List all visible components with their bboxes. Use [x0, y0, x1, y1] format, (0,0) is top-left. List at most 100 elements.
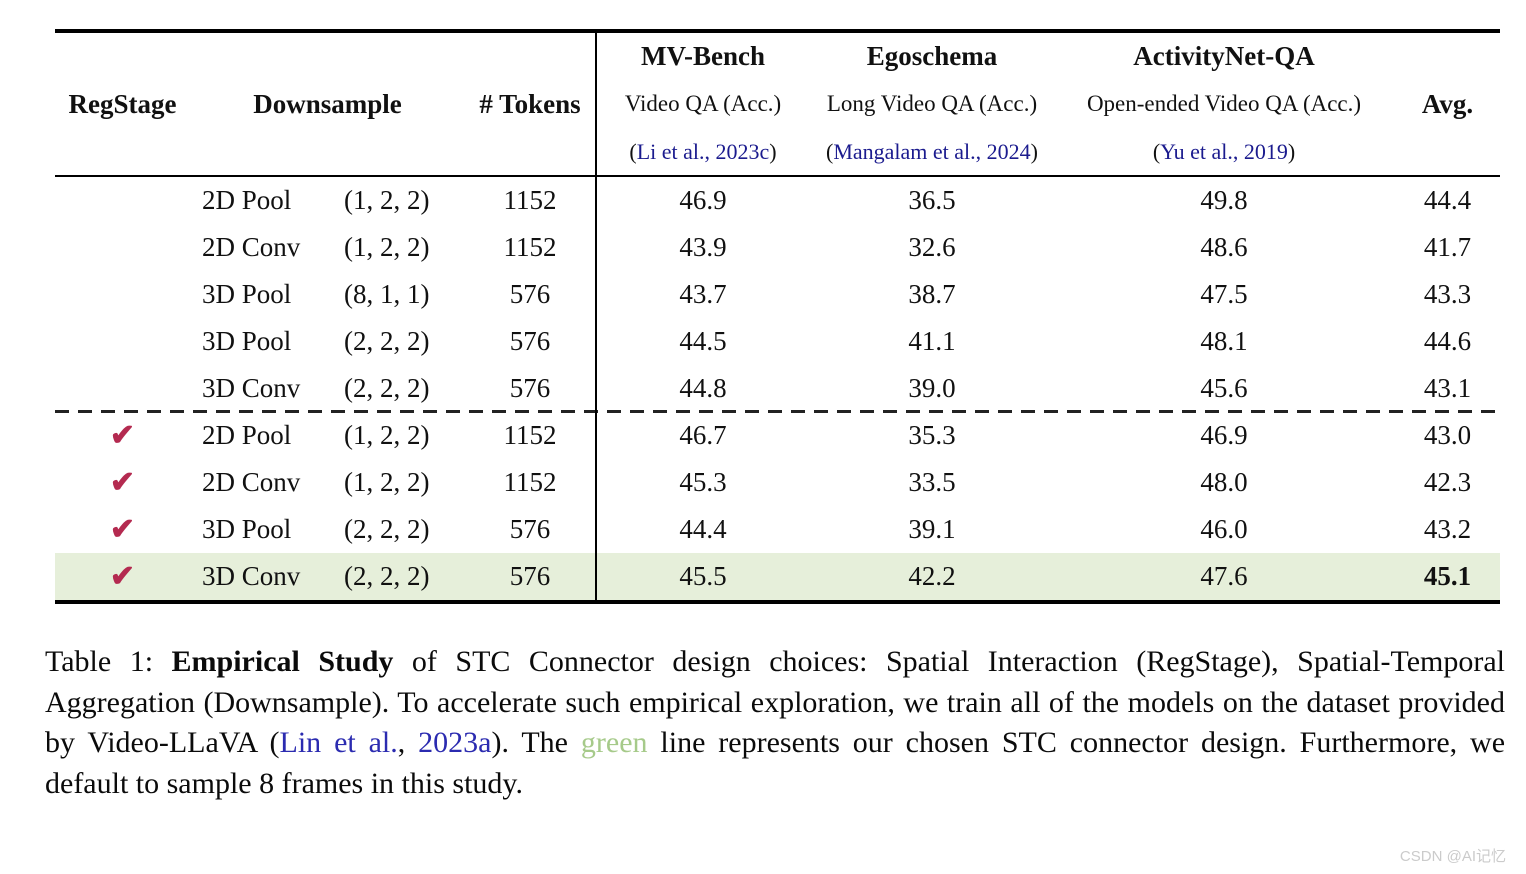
downsample-tuple-cell: (1, 2, 2) — [344, 232, 430, 262]
table-row: 2D Pool (1, 2, 2) 1152 46.9 36.5 49.8 44.4 — [55, 177, 1500, 224]
table-caption: Table 1: Empirical Study of STC Connecto… — [45, 642, 1505, 804]
table-row: 3D Pool (8, 1, 1) 576 43.7 38.7 47.5 43.3 — [55, 271, 1500, 318]
egoschema-score-cell: 38.7 — [908, 279, 956, 309]
header-egoschema-subtitle: Long Video QA (Acc.) — [826, 91, 1038, 116]
activitynet-citation-link[interactable]: Yu et al., 2019 — [1160, 138, 1288, 164]
mvbench-score-cell: 45.3 — [679, 467, 727, 497]
paren-open: ( — [1152, 138, 1161, 164]
downsample-method-cell: 3D Pool — [202, 326, 292, 356]
table-row: ✔ 3D Conv (2, 2, 2) 576 45.5 42.2 47.6 45.1 — [55, 553, 1500, 600]
regstage-checkmark-icon: ✔ — [109, 512, 136, 546]
avg-score-cell: 43.3 — [1423, 279, 1472, 309]
header-mvbench-subtitle: Video QA (Acc.) — [624, 91, 782, 116]
avg-score-cell: 43.0 — [1423, 420, 1472, 450]
table-row: 2D Conv (1, 2, 2) 1152 43.9 32.6 48.6 41.7 — [55, 224, 1500, 271]
table-row: ✔ 2D Conv (1, 2, 2) 1152 45.3 33.5 48.0 42.3 — [55, 459, 1500, 506]
avg-score-cell: 41.7 — [1423, 232, 1472, 262]
mvbench-score-cell: 46.9 — [679, 185, 727, 215]
activitynet-score-cell: 46.9 — [1200, 420, 1248, 450]
downsample-tuple-cell: (2, 2, 2) — [344, 561, 430, 591]
header-mvbench: MV-Bench — [641, 41, 765, 71]
tokens-cell: 576 — [509, 326, 551, 356]
egoschema-score-cell: 32.6 — [908, 232, 956, 262]
activitynet-score-cell: 47.6 — [1200, 561, 1248, 591]
header-activitynet-citation: (Yu et al., 2019) — [1053, 128, 1395, 175]
downsample-tuple-cell: (2, 2, 2) — [344, 514, 430, 544]
downsample-method-cell: 3D Conv — [202, 561, 301, 591]
egoschema-score-cell: 42.2 — [908, 561, 956, 591]
header-egoschema-citation: (Mangalam et al., 2024) — [811, 128, 1053, 175]
caption-citation-link[interactable]: 2023a — [418, 726, 492, 759]
header-regstage: RegStage — [68, 88, 177, 119]
table-row: 3D Conv (2, 2, 2) 576 44.8 39.0 45.6 43.1 — [55, 365, 1500, 412]
header-downsample: Downsample — [253, 88, 402, 119]
regstage-checkmark-icon: ✔ — [109, 465, 136, 499]
activitynet-score-cell: 49.8 — [1200, 185, 1248, 215]
header-tokens: # Tokens — [479, 88, 581, 119]
downsample-method-cell: 3D Conv — [202, 373, 301, 403]
mvbench-score-cell: 43.7 — [679, 279, 727, 309]
tokens-cell: 1152 — [503, 467, 557, 497]
activitynet-score-cell: 48.0 — [1200, 467, 1248, 497]
table-header: RegStage Downsample # Tokens Avg. MV-Ben… — [55, 33, 1500, 177]
avg-score-cell: 42.3 — [1423, 467, 1472, 497]
downsample-method-cell: 3D Pool — [202, 514, 292, 544]
activitynet-score-cell: 48.1 — [1200, 326, 1248, 356]
header-mvbench-citation: (Li et al., 2023c) — [595, 128, 811, 175]
mvbench-citation-link[interactable]: Li et al., 2023c — [636, 138, 770, 164]
table-row: 3D Pool (2, 2, 2) 576 44.5 41.1 48.1 44.6 — [55, 318, 1500, 365]
caption-text-segment: , — [397, 726, 419, 759]
paren-close: ) — [1287, 138, 1296, 164]
downsample-tuple-cell: (2, 2, 2) — [344, 326, 430, 356]
activitynet-score-cell: 46.0 — [1200, 514, 1248, 544]
mvbench-score-cell: 43.9 — [679, 232, 727, 262]
table-vertical-rule — [595, 33, 597, 600]
table-row: ✔ 3D Pool (2, 2, 2) 576 44.4 39.1 46.0 43.2 — [55, 506, 1500, 553]
tokens-cell: 576 — [509, 373, 551, 403]
caption-text-segment: Table 1: — [45, 645, 172, 678]
egoschema-citation-link[interactable]: Mangalam et al., 2024 — [833, 138, 1031, 164]
avg-score-cell: 43.2 — [1423, 514, 1472, 544]
avg-score-cell: 44.4 — [1423, 185, 1472, 215]
avg-score-cell: 45.1 — [1423, 561, 1472, 591]
tokens-cell: 576 — [509, 279, 551, 309]
tokens-cell: 1152 — [503, 185, 557, 215]
tokens-cell: 1152 — [503, 420, 557, 450]
downsample-method-cell: 2D Conv — [202, 467, 301, 497]
paren-open: ( — [629, 138, 637, 164]
mvbench-score-cell: 44.5 — [679, 326, 727, 356]
header-activitynet-subtitle: Open-ended Video QA (Acc.) — [1086, 91, 1362, 116]
tokens-cell: 576 — [509, 561, 551, 591]
downsample-tuple-cell: (1, 2, 2) — [344, 185, 430, 215]
egoschema-score-cell: 35.3 — [908, 420, 956, 450]
regstage-checkmark-icon: ✔ — [109, 418, 136, 452]
tokens-cell: 1152 — [503, 232, 557, 262]
caption-text-segment: Empirical Study — [171, 645, 394, 678]
paren-close: ) — [769, 138, 777, 164]
caption-citation-link[interactable]: Lin et al. — [279, 726, 398, 759]
downsample-method-cell: 3D Pool — [202, 279, 292, 309]
caption-text-segment: green — [580, 726, 648, 759]
watermark: CSDN @AI记忆 — [1399, 848, 1506, 865]
mvbench-score-cell: 46.7 — [679, 420, 727, 450]
egoschema-score-cell: 36.5 — [908, 185, 956, 215]
egoschema-score-cell: 39.0 — [908, 373, 956, 403]
mvbench-score-cell: 45.5 — [679, 561, 727, 591]
egoschema-score-cell: 33.5 — [908, 467, 956, 497]
activitynet-score-cell: 47.5 — [1200, 279, 1248, 309]
caption-text-segment: of STC Connector design choices: Spatial… — [45, 645, 1506, 759]
downsample-method-cell: 2D Pool — [202, 185, 292, 215]
activitynet-score-cell: 45.6 — [1200, 373, 1248, 403]
regstage-checkmark-icon: ✔ — [109, 559, 136, 593]
caption-text-segment: line represents our chosen STC connector… — [45, 726, 1506, 800]
downsample-method-cell: 2D Conv — [202, 232, 301, 262]
activitynet-score-cell: 48.6 — [1200, 232, 1248, 262]
caption-text-segment: ). The — [491, 726, 581, 759]
avg-score-cell: 43.1 — [1423, 373, 1472, 403]
downsample-tuple-cell: (1, 2, 2) — [344, 467, 430, 497]
downsample-tuple-cell: (1, 2, 2) — [344, 420, 430, 450]
header-egoschema: Egoschema — [866, 41, 998, 71]
table-row: ✔ 2D Pool (1, 2, 2) 1152 46.7 35.3 46.9 43.0 — [55, 410, 1500, 459]
avg-score-cell: 44.6 — [1423, 326, 1472, 356]
paren-close: ) — [1030, 138, 1038, 164]
